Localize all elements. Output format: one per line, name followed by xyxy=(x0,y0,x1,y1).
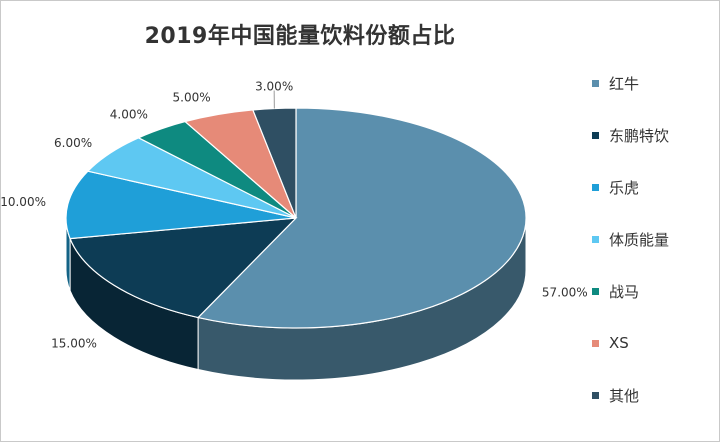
pie-label-乐虎: 10.00% xyxy=(0,195,46,209)
legend-item-战马: 战马 xyxy=(592,278,712,304)
legend-label: 红牛 xyxy=(609,74,640,93)
legend-item-东鹏特饮: 东鹏特饮 xyxy=(592,122,712,148)
pie-label-红牛: 57.00% xyxy=(542,286,588,300)
legend-swatch xyxy=(592,79,599,87)
legend-swatch xyxy=(592,391,599,399)
pie-slice-东鹏特饮 xyxy=(69,217,298,319)
chart-title: 2019年中国能量饮料份额占比 xyxy=(144,24,456,49)
legend-item-XS: XS xyxy=(592,330,712,356)
pie-label-东鹏特饮: 15.00% xyxy=(51,336,97,350)
legend-swatch xyxy=(592,339,599,347)
pie-slice-红牛 xyxy=(196,107,527,329)
chart-legend: 红牛东鹏特饮乐虎体质能量战马 XS 其他 xyxy=(592,70,712,434)
legend-swatch xyxy=(592,183,599,191)
pie-label-XS: 5.00% xyxy=(173,91,211,105)
legend-label: 其他 xyxy=(609,386,640,405)
legend-label: XS xyxy=(609,334,629,352)
legend-item-红牛: 红牛 xyxy=(592,70,712,96)
pie-label-其他: 3.00% xyxy=(255,80,293,94)
legend-label: 东鹏特饮 xyxy=(609,126,670,145)
legend-item-乐虎: 乐虎 xyxy=(592,174,712,200)
legend-label: 乐虎 xyxy=(609,178,640,197)
pie-label-体质能量: 6.00% xyxy=(54,136,92,150)
pie-slice-乐虎 xyxy=(65,170,297,240)
legend-item-其他: 其他 xyxy=(592,382,712,408)
legend-swatch xyxy=(592,131,599,139)
legend-label: 体质能量 xyxy=(609,230,670,249)
legend-item-体质能量: 体质能量 xyxy=(592,226,712,252)
legend-label: 战马 xyxy=(609,282,640,301)
legend-swatch xyxy=(592,235,599,243)
pie-label-战马: 4.00% xyxy=(110,107,148,121)
legend-swatch xyxy=(592,287,599,295)
